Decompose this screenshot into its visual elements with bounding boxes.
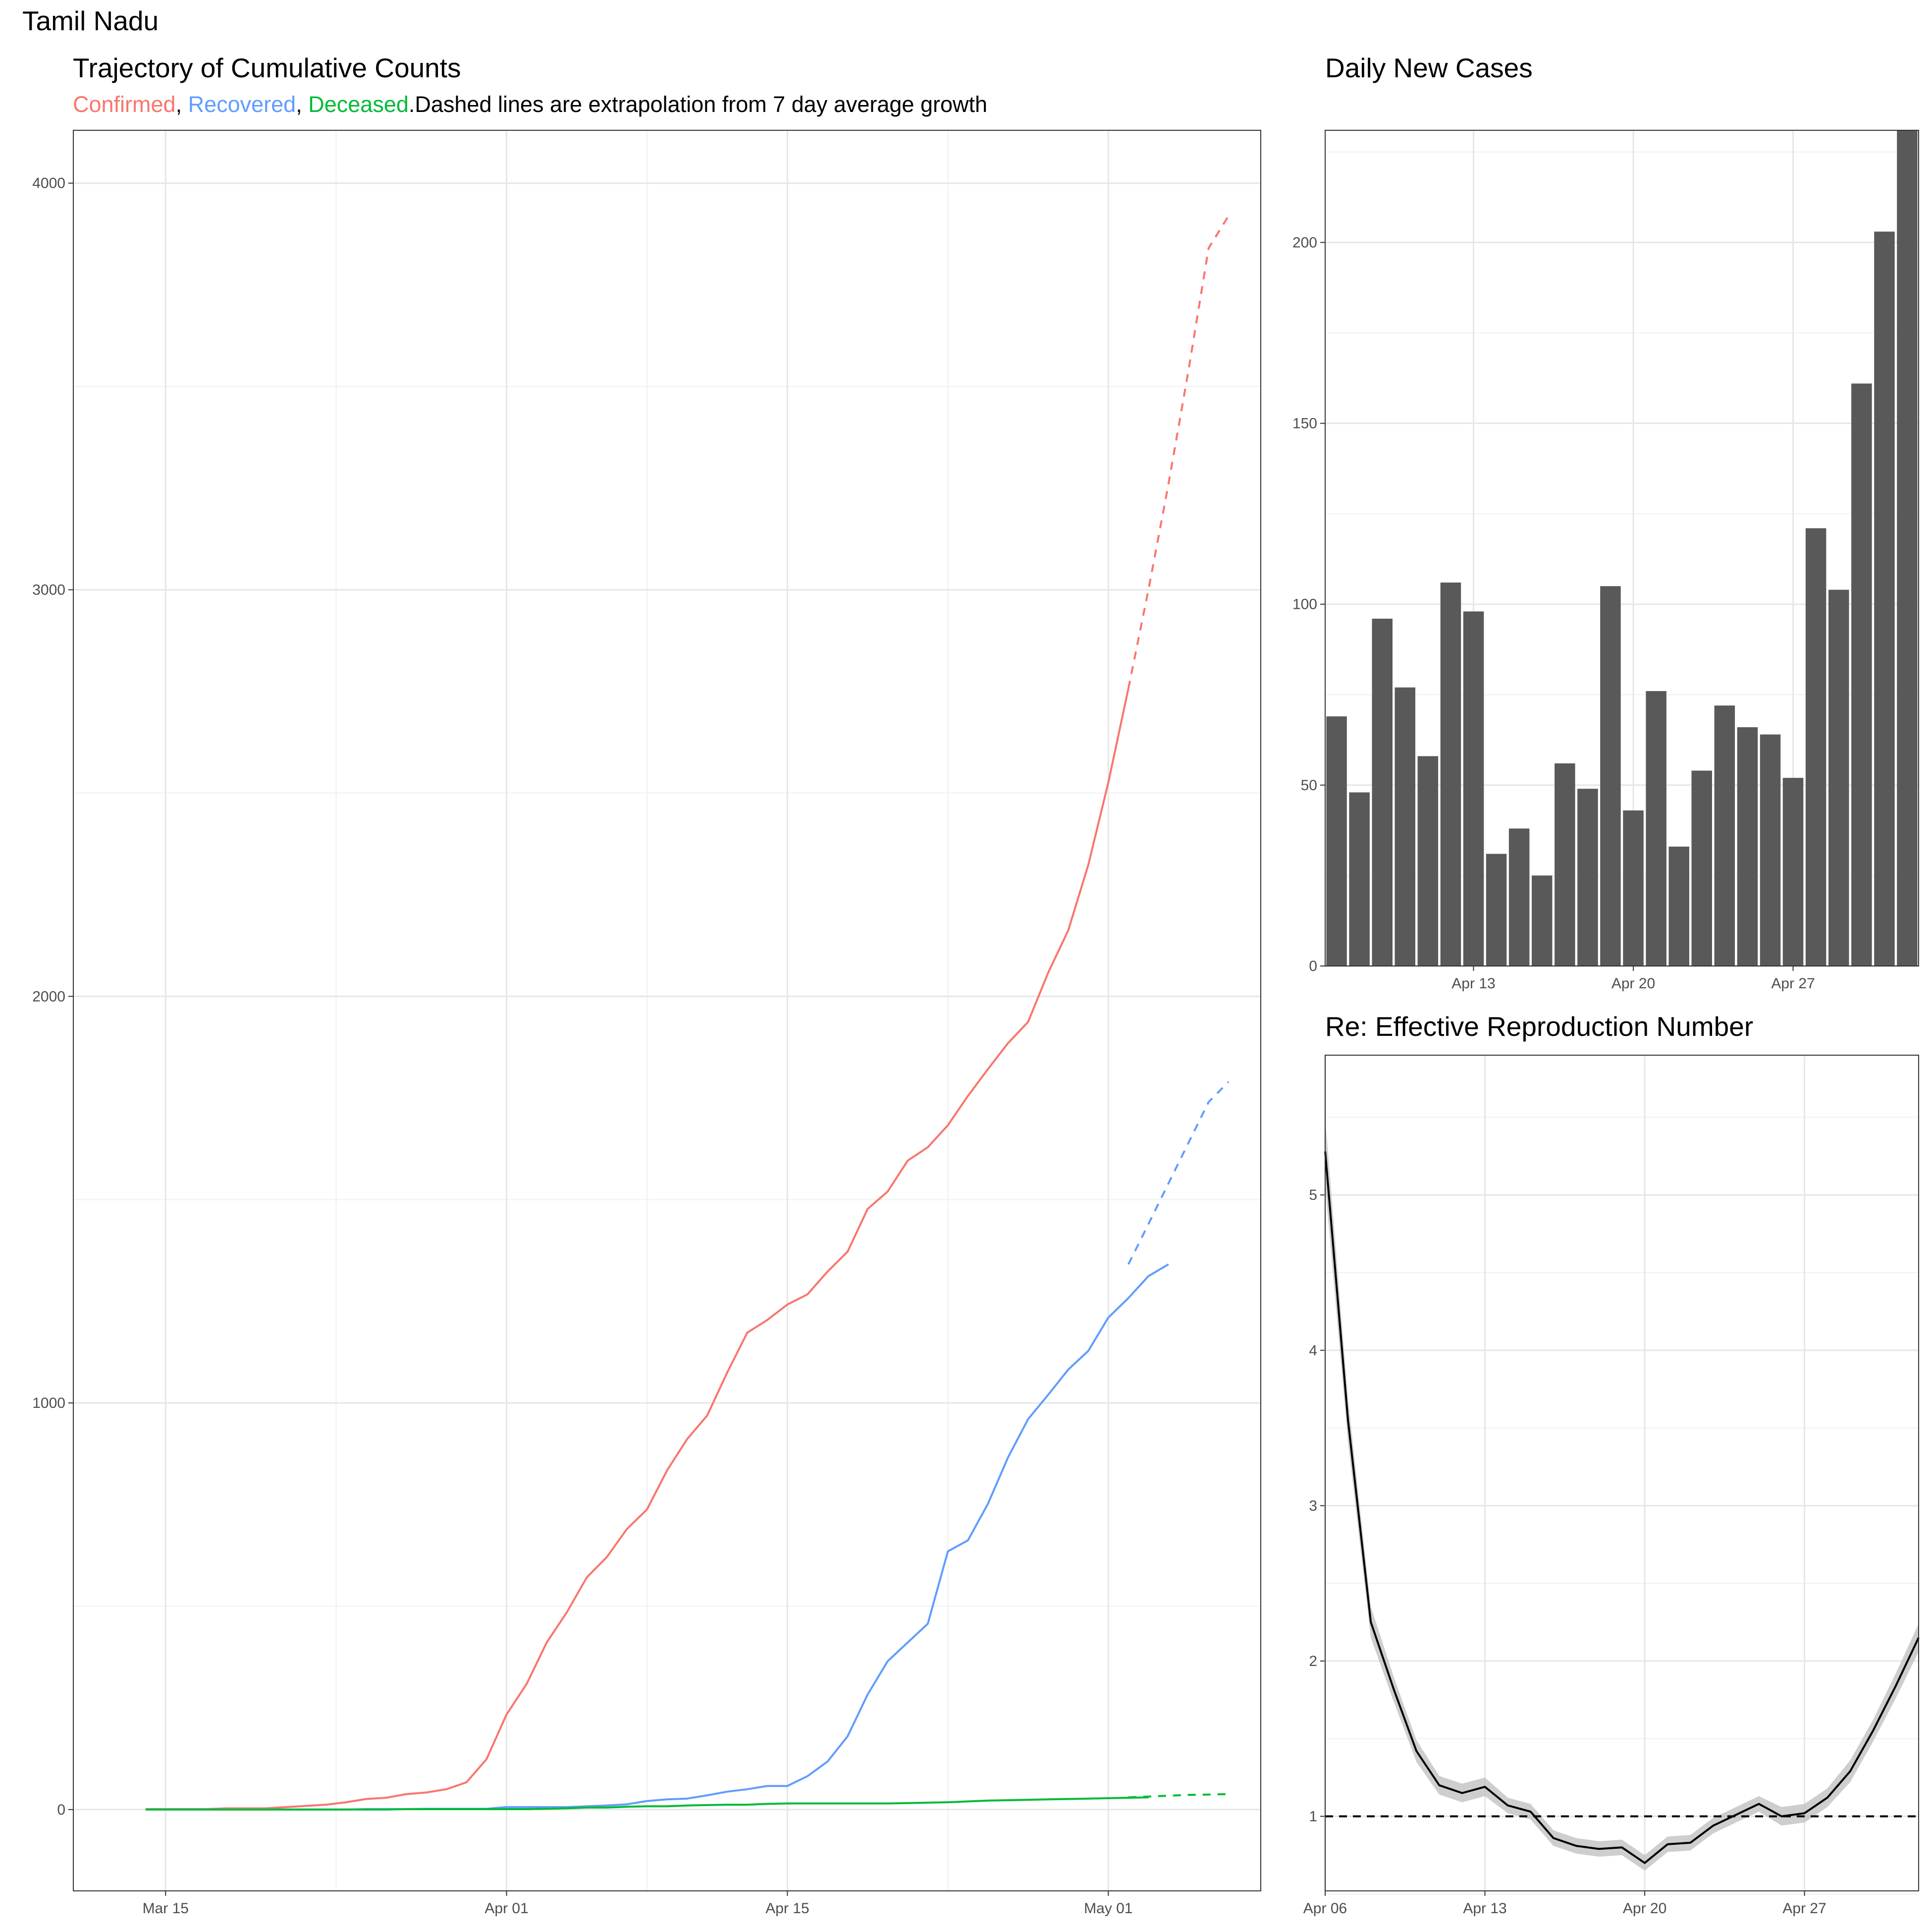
y-tick-label: 2 <box>1309 1653 1317 1669</box>
bar <box>1623 810 1644 966</box>
bar <box>1760 734 1781 966</box>
x-tick-label: Apr 13 <box>1451 975 1495 992</box>
y-tick-label: 4 <box>1309 1342 1317 1359</box>
bar <box>1737 727 1758 966</box>
y-tick-label: 0 <box>1309 958 1317 974</box>
x-tick-label: Apr 01 <box>484 1900 528 1917</box>
y-tick-label: 3000 <box>32 582 65 598</box>
bar <box>1508 828 1530 966</box>
x-tick-label: May 01 <box>1084 1900 1132 1917</box>
bar <box>1691 770 1712 966</box>
daily-cases-chart-title: Daily New Cases <box>1325 53 1533 83</box>
x-tick-label: Apr 27 <box>1782 1900 1826 1917</box>
recovered-dashed-line <box>1127 1081 1230 1265</box>
x-tick-label: Apr 06 <box>1303 1900 1347 1917</box>
x-tick-label: Apr 27 <box>1771 975 1815 992</box>
bar <box>1805 528 1826 966</box>
re-chart-title: Re: Effective Reproduction Number <box>1325 1011 1754 1042</box>
bar <box>1646 691 1666 966</box>
recovered-solid-line <box>145 1263 1169 1811</box>
y-tick-label: 50 <box>1301 777 1317 794</box>
bar <box>1782 778 1804 966</box>
trajectory-chart: 0 1000 2000 3000 4000 Mar 15 Apr 01 Apr 15 May 0… <box>32 130 1261 1917</box>
deceased-solid-line <box>145 1796 1149 1811</box>
bar <box>1417 756 1439 966</box>
y-tick-label: 4000 <box>32 175 65 192</box>
y-tick-label: 100 <box>1292 596 1317 613</box>
bar <box>1326 716 1347 966</box>
y-tick-label: 1 <box>1309 1808 1317 1825</box>
plot-border <box>1325 1055 1919 1891</box>
bar <box>1897 130 1918 966</box>
bar <box>1463 611 1484 966</box>
y-tick-label: 3 <box>1309 1498 1317 1514</box>
y-tick-label: 200 <box>1292 234 1317 251</box>
bar <box>1532 875 1553 966</box>
plot-border <box>1325 130 1919 966</box>
confirmed-dashed-line <box>1127 215 1230 689</box>
bar <box>1600 586 1621 966</box>
re-confidence-band <box>1325 1117 1919 1871</box>
deceased-dashed-line <box>1128 1793 1229 1799</box>
legend-separator: , <box>175 92 188 117</box>
y-tick-label: 0 <box>57 1802 65 1818</box>
x-tick-label: Apr 20 <box>1611 975 1655 992</box>
bar <box>1828 590 1849 966</box>
bar <box>1714 705 1735 966</box>
trajectory-chart-title: Trajectory of Cumulative Counts <box>73 53 461 83</box>
bar <box>1440 582 1461 966</box>
legend-recovered: Recovered <box>188 92 296 117</box>
x-tick-label: Apr 13 <box>1463 1900 1506 1917</box>
subtitle-note: .Dashed lines are extrapolation from 7 d… <box>408 92 988 117</box>
bar <box>1851 383 1872 966</box>
bar <box>1555 763 1575 966</box>
re-chart: 1 2 3 4 5 Apr 06 Apr 13 Apr 20 Apr 27 <box>1303 1055 1920 1917</box>
y-tick-label: 2000 <box>32 988 65 1005</box>
re-line <box>1324 1151 1920 1864</box>
bar <box>1486 854 1507 966</box>
bar <box>1395 687 1415 966</box>
daily-cases-chart: 0 50 100 150 200 Apr 13 Apr 20 Apr 27 <box>1292 130 1919 992</box>
y-tick-label: 5 <box>1309 1187 1317 1203</box>
confirmed-solid-line <box>145 688 1129 1810</box>
legend-deceased: Deceased <box>308 92 409 117</box>
legend-confirmed: Confirmed <box>73 92 176 117</box>
y-tick-label: 150 <box>1292 416 1317 432</box>
state-title: Tamil Nadu <box>22 5 159 36</box>
x-tick-label: Apr 15 <box>765 1900 809 1917</box>
legend-separator: , <box>296 92 309 117</box>
bar <box>1874 231 1895 966</box>
x-tick-label: Mar 15 <box>143 1900 189 1917</box>
bar <box>1668 847 1689 966</box>
x-tick-label: Apr 20 <box>1623 1900 1666 1917</box>
bar <box>1349 792 1370 966</box>
bar <box>1372 618 1393 966</box>
y-tick-label: 1000 <box>32 1395 65 1411</box>
bar <box>1577 789 1598 966</box>
plot-border <box>73 130 1261 1891</box>
trajectory-chart-subtitle: Confirmed, Recovered, Deceased.Dashed li… <box>73 92 987 117</box>
